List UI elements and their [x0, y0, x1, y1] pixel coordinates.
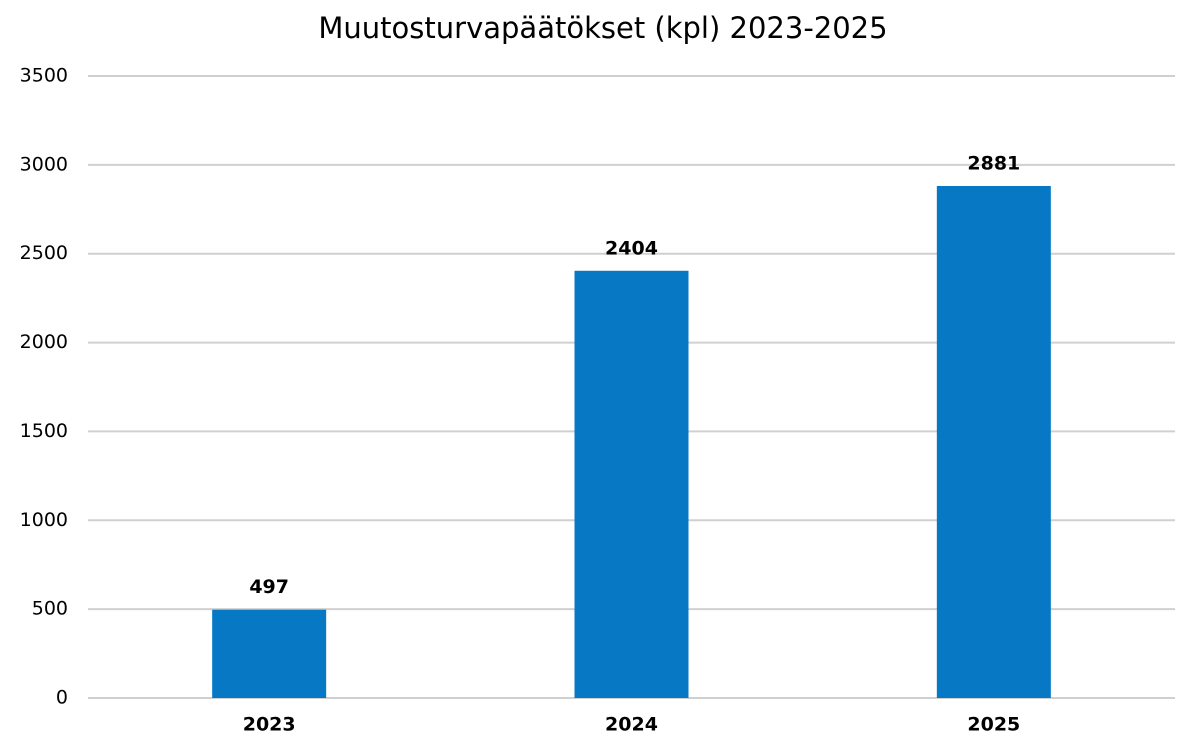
bar	[212, 609, 327, 698]
data-label: 2404	[605, 237, 658, 259]
y-tick-label: 2000	[20, 331, 68, 353]
y-tick-label: 3000	[20, 153, 68, 175]
y-tick-label: 1500	[20, 420, 68, 442]
y-tick-label: 0	[56, 687, 68, 709]
y-tick-label: 1000	[20, 509, 68, 531]
x-tick-label: 2023	[243, 714, 296, 736]
data-label: 2881	[967, 153, 1020, 175]
x-tick-label: 2024	[605, 714, 658, 736]
y-tick-label: 2500	[20, 242, 68, 264]
bar	[936, 186, 1051, 699]
x-tick-label: 2025	[967, 714, 1020, 736]
y-tick-label: 500	[32, 598, 68, 620]
y-tick-label: 3500	[20, 65, 68, 87]
data-label: 497	[249, 576, 289, 598]
chart-title: Muutosturvapäätökset (kpl) 2023-2025	[318, 11, 887, 45]
bar	[574, 270, 689, 698]
